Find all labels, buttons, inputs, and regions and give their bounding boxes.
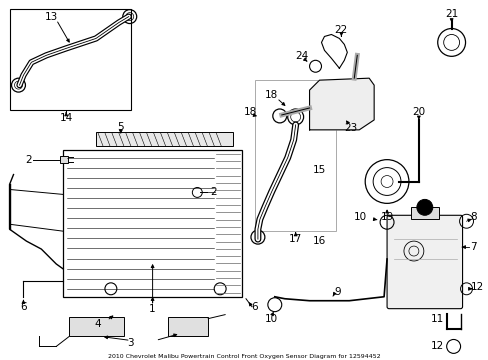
Text: 2: 2	[210, 188, 216, 197]
Text: 17: 17	[288, 234, 302, 244]
Text: 1: 1	[149, 304, 156, 314]
Text: 2010 Chevrolet Malibu Powertrain Control Front Oxygen Sensor Diagram for 1259445: 2010 Chevrolet Malibu Powertrain Control…	[107, 354, 380, 359]
Text: 4: 4	[95, 319, 101, 329]
Text: 19: 19	[380, 212, 393, 222]
Text: 3: 3	[127, 338, 134, 348]
Bar	[254, 80, 336, 231]
Text: 2: 2	[25, 155, 31, 165]
Text: 13: 13	[44, 12, 58, 22]
Polygon shape	[309, 78, 373, 130]
Text: 23: 23	[344, 123, 357, 133]
Bar	[410, 207, 438, 219]
Text: 14: 14	[60, 113, 73, 123]
Text: 18: 18	[264, 90, 278, 100]
Bar	[60, 156, 68, 163]
Bar	[96, 132, 233, 146]
Text: 10: 10	[264, 314, 278, 324]
Text: 16: 16	[312, 236, 325, 246]
Text: 12: 12	[429, 341, 443, 351]
Text: 12: 12	[469, 282, 483, 292]
Text: 22: 22	[334, 26, 347, 36]
Bar	[168, 316, 208, 337]
Bar	[63, 150, 242, 297]
Text: 24: 24	[294, 51, 307, 61]
Text: 7: 7	[469, 242, 476, 252]
Text: 6: 6	[251, 302, 258, 312]
Circle shape	[416, 199, 432, 215]
Text: 15: 15	[312, 165, 325, 175]
Text: 18: 18	[243, 107, 256, 117]
Text: 11: 11	[429, 314, 443, 324]
FancyBboxPatch shape	[386, 215, 462, 309]
Bar	[69, 316, 123, 337]
Text: 6: 6	[20, 302, 27, 312]
Text: 21: 21	[444, 9, 457, 19]
Text: 20: 20	[411, 107, 425, 117]
Text: 10: 10	[353, 212, 366, 222]
Text: 5: 5	[117, 122, 124, 132]
Text: 8: 8	[469, 212, 476, 222]
Text: 9: 9	[333, 287, 340, 297]
Bar	[10, 9, 130, 110]
